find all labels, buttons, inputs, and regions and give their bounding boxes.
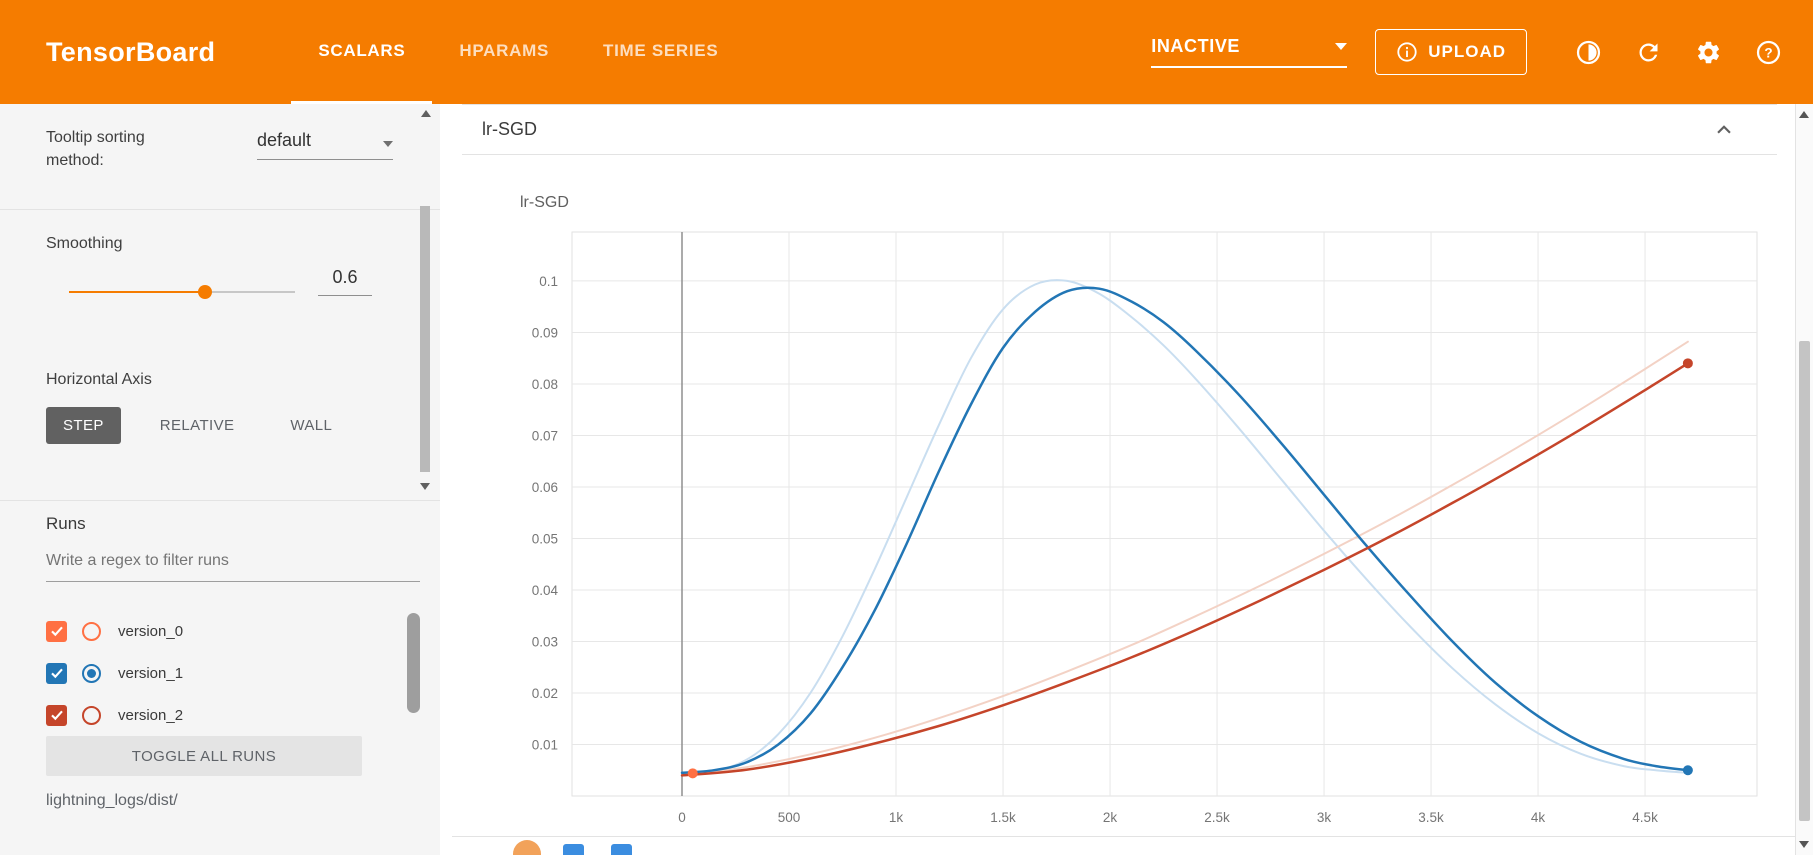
smoothing-slider[interactable] — [69, 285, 295, 299]
chart-toolbar-icon[interactable] — [611, 844, 632, 855]
card-header: lr-SGD — [462, 105, 1777, 155]
smoothing-value-input[interactable]: 0.6 — [318, 267, 372, 296]
settings-button[interactable] — [1683, 27, 1733, 77]
runs-label: Runs — [46, 514, 86, 533]
svg-text:0.02: 0.02 — [532, 686, 558, 701]
run-name: version_1 — [118, 664, 184, 682]
card-title: lr-SGD — [482, 119, 537, 139]
tab-time-series[interactable]: TIME SERIES — [603, 40, 719, 60]
run-name: version_2 — [118, 706, 184, 724]
plugin-tabs: SCALARS HPARAMS TIME SERIES — [291, 0, 745, 104]
gear-icon — [1697, 41, 1719, 63]
svg-text:?: ? — [1764, 45, 1772, 60]
run-row[interactable]: version_0 — [46, 610, 183, 652]
run-row[interactable]: version_2 — [46, 694, 183, 736]
contrast-icon — [1576, 40, 1600, 64]
active-plugins-dropdown[interactable]: INACTIVE — [1151, 36, 1348, 68]
log-directory-label: lightning_logs/dist/ — [46, 792, 178, 809]
runs-scrollbar-thumb[interactable] — [407, 613, 420, 713]
scrollbar-thumb[interactable] — [420, 206, 430, 472]
lr-sgd-chart[interactable]: 0 500 1k 1.5k 2k 2.5k 3k 3.5k 4k 4.5k 0.01 0.02 0.03… — [462, 155, 1777, 845]
smoothing-label: Smoothing — [46, 235, 123, 252]
svg-text:0.04: 0.04 — [532, 583, 559, 598]
toggle-all-runs-button[interactable]: TOGGLE ALL RUNS — [46, 736, 362, 776]
divider — [0, 500, 440, 501]
svg-text:0.01: 0.01 — [532, 737, 558, 752]
info-icon — [1397, 42, 1417, 62]
scroll-up-arrow-icon[interactable] — [420, 110, 431, 117]
svg-text:0.06: 0.06 — [532, 480, 558, 495]
check-icon — [50, 626, 63, 637]
run-radio[interactable] — [82, 621, 101, 641]
tab-scalars[interactable]: SCALARS — [291, 0, 433, 104]
svg-text:2.5k: 2.5k — [1204, 810, 1230, 825]
svg-text:0.03: 0.03 — [532, 634, 558, 649]
caret-down-icon — [383, 141, 393, 147]
scrollbar-thumb[interactable] — [1799, 341, 1810, 821]
upload-button[interactable]: UPLOAD — [1375, 29, 1527, 75]
chart-toolbar-icon[interactable] — [563, 844, 584, 855]
refresh-button[interactable] — [1623, 27, 1673, 77]
slider-track-active — [69, 291, 205, 293]
run-name: version_0 — [118, 622, 184, 640]
horizontal-axis-options: STEP RELATIVE WALL — [46, 407, 349, 444]
topbar-actions: INACTIVE UPLOAD — [1151, 0, 1793, 104]
divider — [0, 209, 440, 210]
collapse-card-button[interactable] — [1711, 117, 1737, 143]
axis-relative-button[interactable]: RELATIVE — [159, 417, 235, 434]
scroll-down-arrow-icon[interactable] — [420, 483, 430, 490]
scroll-down-arrow-icon[interactable] — [1799, 841, 1809, 848]
svg-text:3.5k: 3.5k — [1418, 810, 1444, 825]
run-filter-input[interactable] — [46, 548, 420, 582]
svg-text:1.5k: 1.5k — [990, 810, 1016, 825]
svg-text:0.05: 0.05 — [532, 531, 558, 546]
slider-thumb[interactable] — [197, 285, 212, 299]
svg-text:4k: 4k — [1531, 810, 1546, 825]
axis-step-button[interactable]: STEP — [46, 407, 121, 444]
svg-text:0.1: 0.1 — [539, 274, 558, 289]
scalar-card: lr-SGD 0 500 1k 1.5k 2k 2.5k 3k 3.5k 4k 4.5k 0.01 0… — [462, 104, 1777, 855]
help-button[interactable]: ? — [1743, 27, 1793, 77]
svg-text:0.08: 0.08 — [532, 377, 558, 392]
run-radio[interactable] — [82, 663, 101, 683]
help-icon: ? — [1756, 40, 1780, 64]
divider — [452, 836, 1795, 837]
svg-text:0.07: 0.07 — [532, 428, 558, 443]
theme-toggle-button[interactable] — [1563, 27, 1613, 77]
run-checkbox[interactable] — [46, 662, 67, 684]
caret-down-icon — [1335, 43, 1348, 50]
svg-text:2k: 2k — [1103, 810, 1118, 825]
svg-text:500: 500 — [778, 810, 801, 825]
svg-text:0: 0 — [678, 810, 686, 825]
settings-sidebar: Tooltip sorting method: default Smoothin… — [0, 104, 440, 855]
tab-hparams[interactable]: HPARAMS — [459, 40, 549, 60]
dashboard-main: lr-SGD 0 500 1k 1.5k 2k 2.5k 3k 3.5k 4k 4.5k 0.01 0… — [440, 104, 1795, 855]
tooltip-sorting-label: Tooltip sorting method: — [46, 129, 145, 169]
tooltip-sorting-select[interactable]: default — [257, 130, 393, 160]
chevron-up-icon — [1717, 124, 1731, 133]
svg-text:lr-SGD: lr-SGD — [520, 194, 569, 211]
app-bar: TensorBoard SCALARS HPARAMS TIME SERIES … — [0, 0, 1813, 104]
svg-text:0.09: 0.09 — [532, 325, 558, 340]
check-icon — [50, 710, 63, 721]
run-checkbox[interactable] — [46, 620, 67, 642]
axis-wall-button[interactable]: WALL — [290, 417, 333, 434]
page-scrollbar[interactable] — [1795, 104, 1813, 855]
run-checkbox[interactable] — [46, 704, 67, 726]
chart-toolbar-icon[interactable] — [513, 840, 541, 855]
scroll-up-arrow-icon[interactable] — [1799, 111, 1809, 118]
svg-text:3k: 3k — [1317, 810, 1332, 825]
svg-text:1k: 1k — [889, 810, 904, 825]
settings-scrollbar[interactable] — [418, 104, 433, 496]
refresh-icon — [1639, 43, 1657, 61]
app-title: TensorBoard — [46, 36, 216, 67]
svg-text:4.5k: 4.5k — [1632, 810, 1658, 825]
horizontal-axis-label: Horizontal Axis — [46, 371, 152, 388]
run-row[interactable]: version_1 — [46, 652, 183, 694]
run-radio[interactable] — [82, 705, 101, 725]
check-icon — [50, 668, 63, 679]
